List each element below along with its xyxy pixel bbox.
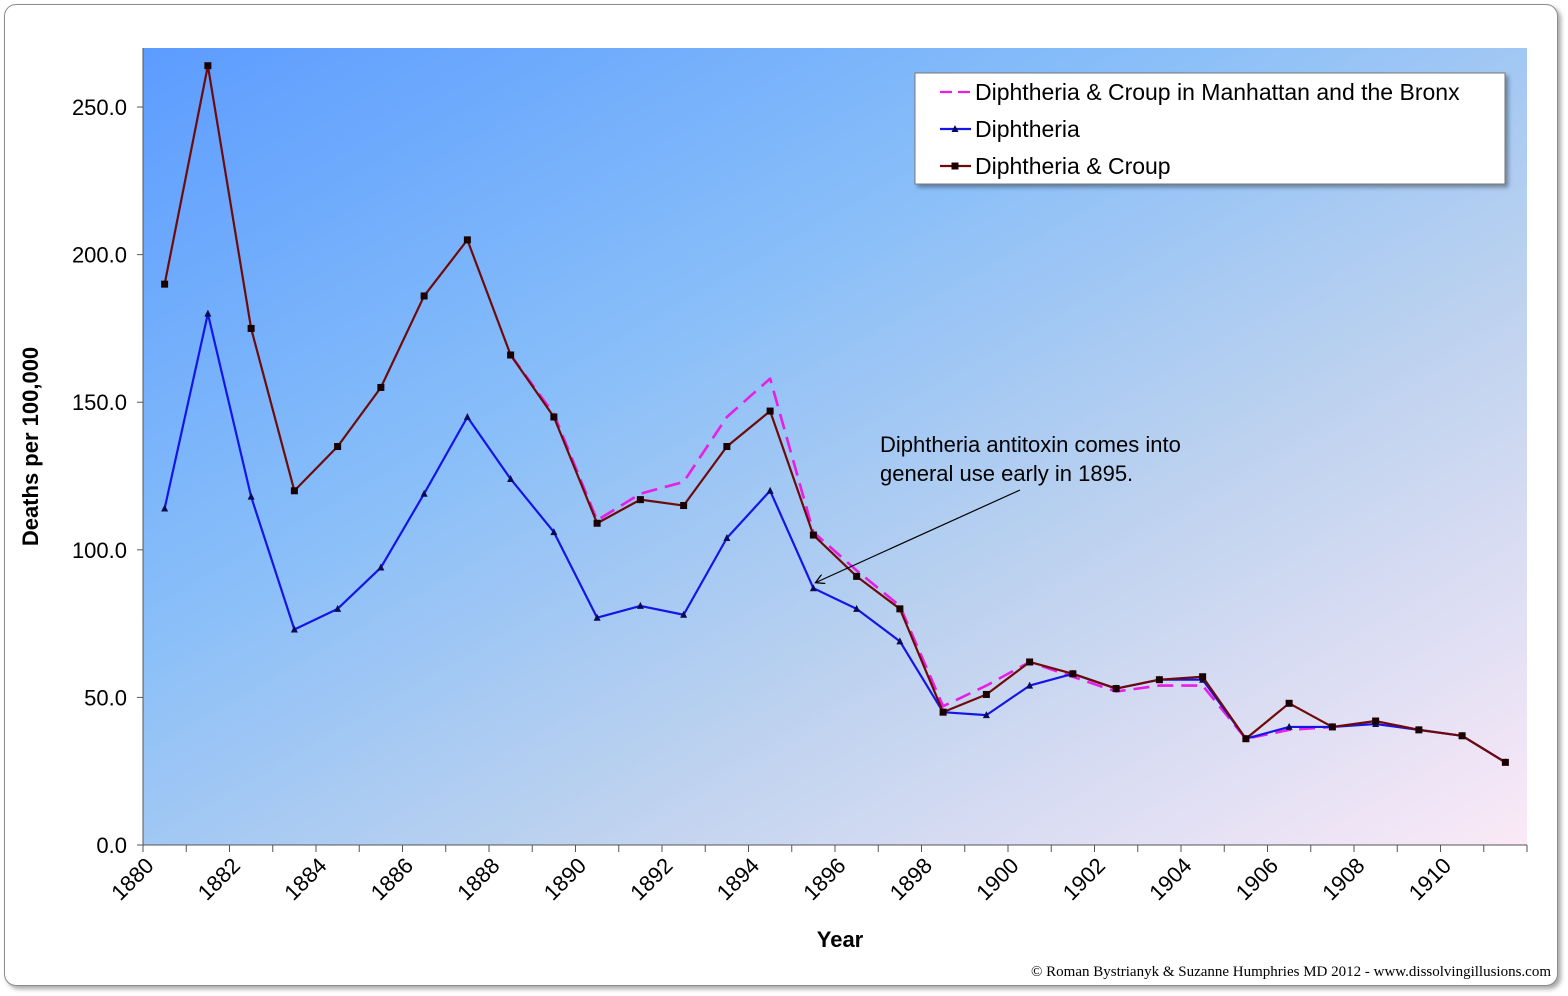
legend-label: Diphtheria & Croup: [975, 153, 1171, 179]
x-tick-label: 1898: [885, 853, 937, 905]
series-layer: [161, 62, 1509, 766]
x-tick-label: 1908: [1317, 853, 1369, 905]
data-point: [290, 487, 298, 495]
data-point: [334, 604, 342, 612]
x-axis-title: Year: [817, 927, 864, 952]
data-point: [463, 236, 471, 244]
data-point: [507, 351, 515, 359]
x-tick-label: 1880: [106, 853, 158, 905]
data-point: [766, 486, 774, 494]
series-line: [163, 64, 1506, 764]
data-point: [1501, 758, 1509, 766]
data-point: [636, 496, 644, 504]
data-point: [420, 489, 428, 497]
data-point: [550, 528, 558, 536]
data-point: [463, 412, 471, 420]
data-point: [204, 309, 212, 317]
x-tick-label: 1884: [279, 853, 331, 905]
data-point: [1328, 723, 1336, 731]
data-point: [853, 604, 861, 612]
x-tick-label: 1888: [452, 853, 504, 905]
data-point: [377, 563, 385, 571]
data-point: [420, 292, 428, 300]
copyright-credit: © Roman Bystrianyk & Suzanne Humphries M…: [1031, 964, 1551, 980]
annotation-line-1: Diphtheria antitoxin comes into: [880, 432, 1181, 457]
data-point: [1026, 681, 1034, 689]
y-tick-label: 0.0: [96, 833, 127, 858]
data-point: [1026, 658, 1034, 666]
data-point: [982, 690, 990, 698]
data-point: [680, 502, 688, 510]
annotation-line-2: general use early in 1895.: [880, 461, 1133, 486]
y-tick-label: 150.0: [72, 390, 127, 415]
y-axis-title: Deaths per 100,000: [18, 347, 43, 546]
data-point: [593, 519, 601, 527]
data-point: [636, 601, 644, 609]
annotation: Diphtheria antitoxin comes into general …: [816, 432, 1181, 582]
data-point: [247, 492, 255, 500]
data-point: [290, 625, 298, 633]
data-point: [939, 708, 947, 716]
y-tick-label: 250.0: [72, 95, 127, 120]
y-tick-label: 100.0: [72, 538, 127, 563]
data-point: [377, 383, 385, 391]
data-point: [1069, 670, 1077, 678]
data-point: [766, 407, 774, 415]
x-tick-label: 1906: [1231, 853, 1283, 905]
data-point: [723, 534, 731, 542]
data-point: [982, 711, 990, 719]
legend-box: [914, 72, 1506, 185]
data-point: [680, 610, 688, 618]
data-point: [853, 572, 861, 580]
data-point: [951, 125, 959, 132]
x-tick-label: 1904: [1144, 853, 1196, 905]
axes: [137, 48, 1528, 852]
series-2: [161, 62, 1509, 766]
series-line: [509, 354, 1333, 741]
data-point: [593, 613, 601, 621]
data-point: [896, 637, 904, 645]
data-point: [1372, 717, 1380, 725]
x-tick-label: 1890: [539, 853, 591, 905]
y-tick-labels: 0.0 50.0 100.0 150.0 200.0 250.0: [72, 95, 127, 858]
y-tick-label: 50.0: [84, 685, 127, 710]
data-point: [809, 531, 817, 539]
series-0: [509, 354, 1333, 741]
data-point: [247, 324, 255, 332]
annotation-arrow: [816, 489, 1021, 582]
x-tick-label: 1886: [366, 853, 418, 905]
x-tick-label: 1910: [1404, 853, 1456, 905]
data-point: [723, 443, 731, 450]
data-point: [1242, 735, 1250, 743]
x-tick-labels: 1880 1882 1884 1886 1888 1890 1892 1894 1896 1898…: [106, 853, 1456, 905]
x-tick-label: 1900: [971, 853, 1023, 905]
data-point: [1285, 699, 1293, 707]
data-point: [1112, 685, 1120, 693]
x-tick-label: 1894: [712, 853, 764, 905]
data-point: [550, 413, 558, 421]
data-point: [809, 584, 817, 592]
data-point: [161, 504, 169, 512]
x-tick-label: 1902: [1058, 853, 1110, 905]
series-line: [163, 312, 1506, 764]
data-point: [1458, 732, 1466, 740]
x-tick-label: 1882: [193, 853, 245, 905]
data-point: [1199, 673, 1207, 681]
legend: Diphtheria & Croup in Manhattan and the …: [914, 72, 1506, 185]
x-tick-label: 1892: [625, 853, 677, 905]
data-point: [1285, 722, 1293, 730]
legend-label: Diphtheria: [975, 116, 1080, 142]
data-point: [204, 62, 212, 70]
data-point: [1155, 676, 1163, 684]
data-point: [334, 443, 342, 450]
legend-label: Diphtheria & Croup in Manhattan and the …: [975, 79, 1460, 105]
data-point: [507, 474, 515, 482]
x-tick-label: 1896: [798, 853, 850, 905]
data-point: [896, 605, 904, 613]
y-tick-label: 200.0: [72, 243, 127, 268]
data-point: [951, 162, 959, 170]
data-point: [1415, 726, 1423, 734]
data-point: [161, 280, 169, 288]
